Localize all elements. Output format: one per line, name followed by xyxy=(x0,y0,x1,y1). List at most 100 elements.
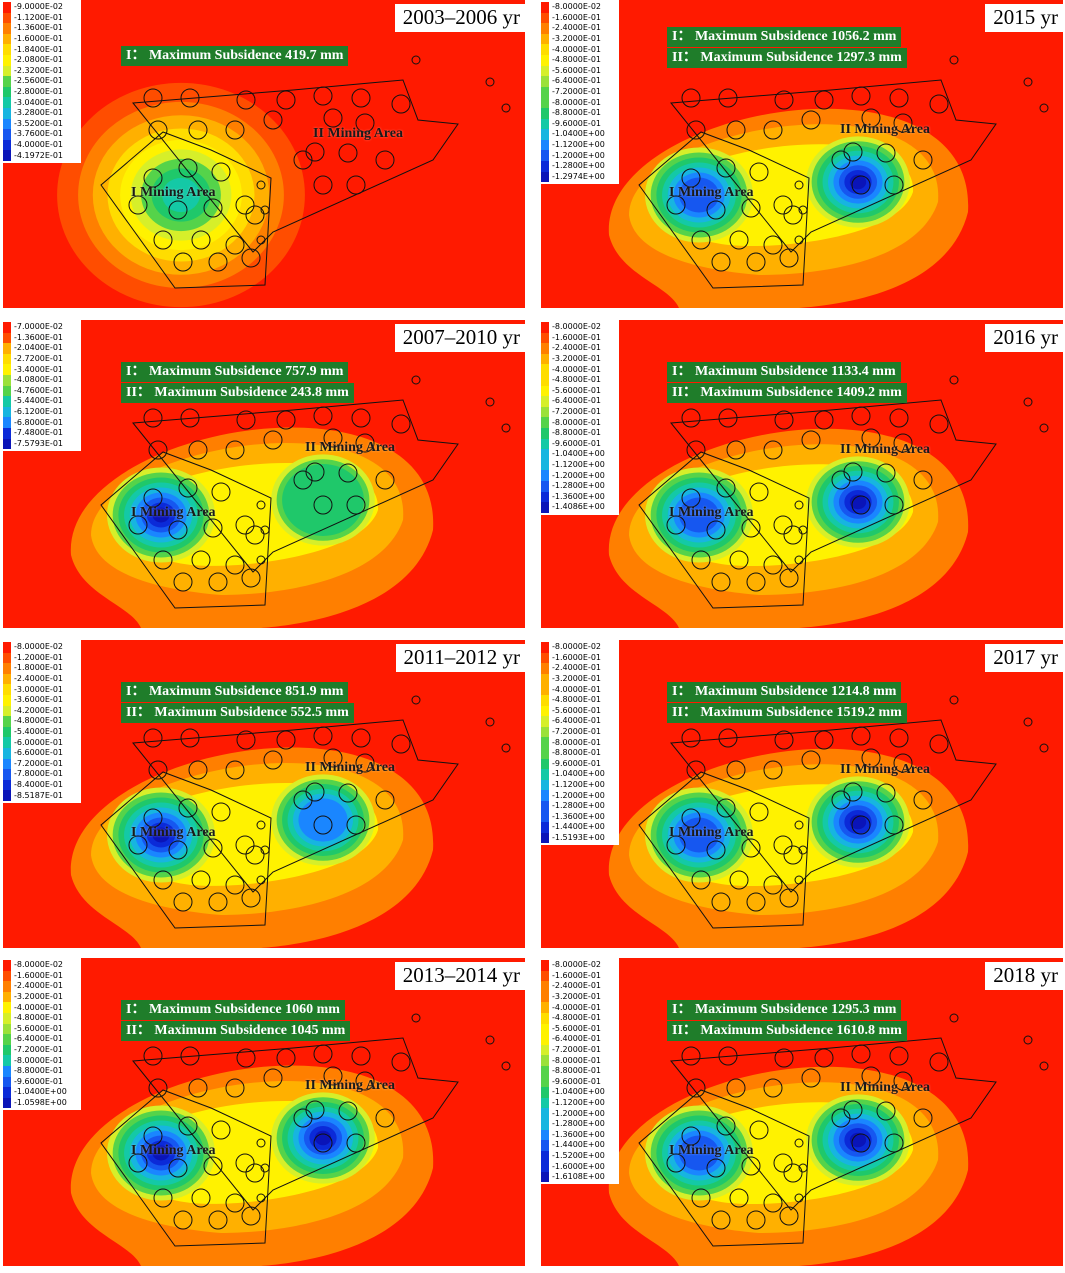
legend-swatch xyxy=(3,673,11,685)
subsidence-map-panel: -8.0000E-02 -1.6000E-01 -2.4000E-01 -3.2000… xyxy=(541,320,1063,628)
legend-swatch xyxy=(541,1044,549,1056)
borehole-marker xyxy=(794,1138,804,1148)
working-face-outline xyxy=(168,1158,188,1178)
legend-value: -3.6000E-01 xyxy=(14,695,63,705)
legend-entry: -8.0000E-01 xyxy=(3,1055,81,1066)
legend-value: -8.8000E-01 xyxy=(552,108,601,118)
legend-swatch xyxy=(3,12,11,24)
legend-entry: -6.6000E-01 xyxy=(3,747,81,759)
working-face-outline xyxy=(180,728,200,748)
legend-entry: -8.0000E-02 xyxy=(541,2,619,13)
borehole-marker xyxy=(794,555,804,565)
legend-entry: -8.0000E-01 xyxy=(541,417,619,428)
legend-entry: -4.8000E-01 xyxy=(3,1012,81,1024)
legend-swatch xyxy=(3,427,11,439)
working-face-outline xyxy=(346,815,366,835)
working-face-outline xyxy=(779,248,799,268)
mining-area-i-label: I Mining Area xyxy=(669,825,754,840)
working-face-outline xyxy=(913,790,933,810)
legend-entry: -2.4000E-01 xyxy=(541,343,619,354)
max-subsidence-ii-label: II： Maximum Subsidence 1297.3 mm xyxy=(667,48,907,68)
legend-swatch xyxy=(3,364,11,375)
mining-area-i-boundary xyxy=(100,1089,272,1247)
legend-entry: -7.2000E-01 xyxy=(541,1044,619,1056)
legend-swatch xyxy=(541,322,549,333)
mining-area-i-label: I Mining Area xyxy=(131,505,216,520)
borehole-marker xyxy=(256,180,266,190)
legend-swatch xyxy=(3,438,11,450)
working-face-outline xyxy=(876,463,896,483)
contour-band xyxy=(152,827,170,843)
legend-swatch xyxy=(3,343,11,354)
legend-entry: -3.2000E-01 xyxy=(541,991,619,1003)
legend-swatch xyxy=(3,97,11,108)
legend-entry: -3.2000E-01 xyxy=(541,33,619,45)
working-face-outline xyxy=(779,1206,799,1226)
working-face-outline xyxy=(180,88,200,108)
borehole-marker xyxy=(260,1163,270,1173)
working-face-outline xyxy=(884,815,904,835)
working-face-outline xyxy=(741,198,761,218)
legend-value: -7.2000E-01 xyxy=(14,758,63,768)
working-face-outline xyxy=(211,162,231,182)
working-face-outline xyxy=(729,1188,749,1208)
legend-value: -8.5187E-01 xyxy=(14,790,63,800)
working-face-outline xyxy=(686,1078,706,1098)
legend-value: -6.4000E-01 xyxy=(552,76,601,86)
borehole-marker xyxy=(256,235,266,245)
working-face-outline xyxy=(143,168,163,188)
borehole-marker xyxy=(256,1193,266,1203)
working-face-outline xyxy=(893,113,913,133)
legend-value: -5.6000E-01 xyxy=(552,1023,601,1033)
borehole-marker xyxy=(501,743,511,753)
working-face-outline xyxy=(178,798,198,818)
working-face-outline xyxy=(225,440,245,460)
legend-entry: -1.0598E+00 xyxy=(3,1097,81,1109)
legend-swatch xyxy=(541,684,549,695)
legend-value: -8.0000E-01 xyxy=(552,417,601,427)
legend-value: -9.6000E-01 xyxy=(552,1076,601,1086)
legend-swatch xyxy=(3,1065,11,1077)
working-face-outline xyxy=(681,168,701,188)
working-face-outline xyxy=(749,162,769,182)
working-face-outline xyxy=(773,195,793,215)
legend-value: -7.2000E-01 xyxy=(14,1045,63,1055)
period-label: 2017 yr xyxy=(985,644,1063,673)
borehole-marker xyxy=(1039,423,1049,433)
color-legend: -8.0000E-02 -1.6000E-01 -2.4000E-01 -3.2000… xyxy=(3,958,81,1111)
mining-area-outlines xyxy=(100,375,511,609)
legend-entry: -8.0000E-02 xyxy=(541,960,619,971)
legend-swatch xyxy=(3,385,11,397)
legend-value: -4.2000E-01 xyxy=(14,705,63,715)
working-face-outline xyxy=(706,1158,726,1178)
legend-value: -7.2000E-01 xyxy=(552,727,601,737)
legend-value: -1.6000E-01 xyxy=(552,12,601,22)
period-label: 2013–2014 yr xyxy=(394,962,525,991)
legend-value: -8.0000E-01 xyxy=(552,737,601,747)
legend-swatch xyxy=(3,991,11,1003)
working-face-outline xyxy=(876,143,896,163)
mining-area-outlines xyxy=(638,1013,1049,1247)
legend-entry: -5.6000E-01 xyxy=(541,385,619,397)
working-face-outline xyxy=(391,94,411,114)
legend-swatch xyxy=(541,470,549,481)
borehole-marker xyxy=(1023,397,1033,407)
mining-area-ii-boundary xyxy=(670,79,997,253)
max-subsidence-ii-label: II： Maximum Subsidence 243.8 mm xyxy=(121,383,354,403)
legend-value: -1.2000E+00 xyxy=(552,470,605,480)
working-face-outline xyxy=(691,230,711,250)
legend-value: -1.3600E+00 xyxy=(552,1129,605,1139)
legend-entry: -8.5187E-01 xyxy=(3,790,81,801)
contour-band xyxy=(849,494,867,510)
legend-value: -1.6108E+00 xyxy=(552,1172,605,1182)
working-face-outline xyxy=(773,515,793,535)
legend-entry: -7.5793E-01 xyxy=(3,438,81,450)
working-face-outline xyxy=(741,1156,761,1176)
legend-value: -8.8000E-01 xyxy=(552,748,601,758)
working-face-outline xyxy=(851,495,871,515)
working-face-outline xyxy=(168,520,188,540)
borehole-marker xyxy=(256,500,266,510)
legend-swatch xyxy=(541,491,549,503)
working-face-outline xyxy=(173,572,193,592)
legend-entry: -8.0000E-02 xyxy=(541,642,619,653)
